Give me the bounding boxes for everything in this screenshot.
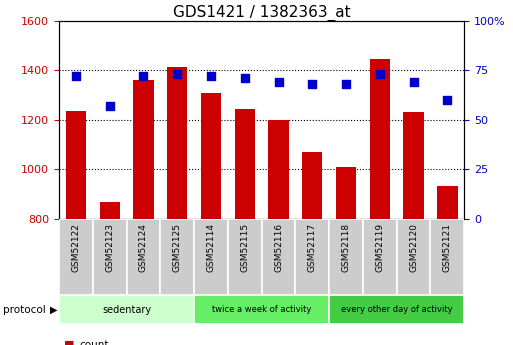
Text: count: count xyxy=(80,340,109,345)
Text: GSM52120: GSM52120 xyxy=(409,223,418,272)
Bar xyxy=(403,112,424,219)
Point xyxy=(106,103,114,109)
Point xyxy=(241,76,249,81)
Text: every other day of activity: every other day of activity xyxy=(341,305,452,314)
Text: GSM52122: GSM52122 xyxy=(71,223,81,272)
Text: ■: ■ xyxy=(64,340,74,345)
Point xyxy=(376,71,384,77)
Bar xyxy=(194,219,228,295)
Point xyxy=(342,81,350,87)
Bar xyxy=(329,219,363,295)
Bar xyxy=(295,219,329,295)
Text: protocol: protocol xyxy=(3,305,45,315)
Text: twice a week of activity: twice a week of activity xyxy=(212,305,311,314)
Bar xyxy=(329,295,464,324)
Bar xyxy=(201,92,221,219)
Bar xyxy=(93,219,127,295)
Bar xyxy=(167,67,187,219)
Text: GSM52123: GSM52123 xyxy=(105,223,114,272)
Text: GSM52125: GSM52125 xyxy=(173,223,182,272)
Bar xyxy=(302,152,322,219)
Text: sedentary: sedentary xyxy=(102,305,151,315)
Point xyxy=(207,73,215,79)
Bar xyxy=(268,120,289,219)
Text: GSM52117: GSM52117 xyxy=(308,223,317,272)
Bar xyxy=(194,295,329,324)
Text: GSM52121: GSM52121 xyxy=(443,223,452,272)
Bar xyxy=(397,219,430,295)
Text: ▶: ▶ xyxy=(50,305,58,315)
Bar xyxy=(363,219,397,295)
Text: GSM52119: GSM52119 xyxy=(376,223,384,272)
Bar xyxy=(100,202,120,219)
Title: GDS1421 / 1382363_at: GDS1421 / 1382363_at xyxy=(173,4,350,21)
Bar xyxy=(336,167,356,219)
Point xyxy=(308,81,317,87)
Bar xyxy=(370,59,390,219)
Bar xyxy=(437,186,458,219)
Point xyxy=(443,97,451,103)
Bar xyxy=(160,219,194,295)
Point xyxy=(72,73,80,79)
Text: GSM52116: GSM52116 xyxy=(274,223,283,272)
Text: GSM52115: GSM52115 xyxy=(240,223,249,272)
Text: GSM52124: GSM52124 xyxy=(139,223,148,272)
Text: GSM52114: GSM52114 xyxy=(206,223,215,272)
Text: GSM52118: GSM52118 xyxy=(342,223,350,272)
Bar xyxy=(66,111,86,219)
Bar xyxy=(59,219,93,295)
Bar xyxy=(59,295,194,324)
Bar xyxy=(127,219,160,295)
Bar xyxy=(234,109,255,219)
Point xyxy=(173,71,181,77)
Point xyxy=(140,73,148,79)
Point xyxy=(409,79,418,85)
Point xyxy=(274,79,283,85)
Bar xyxy=(430,219,464,295)
Bar xyxy=(262,219,295,295)
Bar xyxy=(133,80,153,219)
Bar xyxy=(228,219,262,295)
